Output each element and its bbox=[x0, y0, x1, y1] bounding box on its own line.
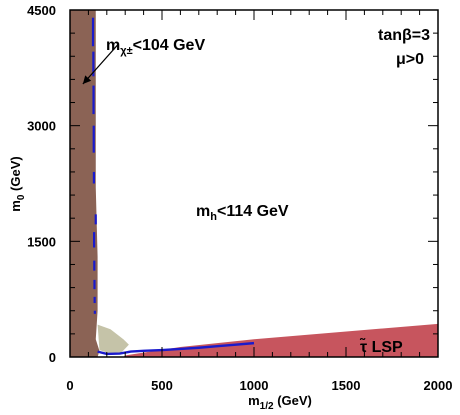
region-stau-lsp bbox=[123, 323, 439, 357]
y-tick-label: 4500 bbox=[27, 3, 56, 18]
mu-label: μ>0 bbox=[396, 51, 424, 68]
y-tick-label: 3000 bbox=[27, 119, 56, 134]
x-tick-label: 500 bbox=[151, 378, 173, 393]
x-axis-title: m1/2 (GeV) bbox=[248, 393, 312, 412]
y-axis-title-sub: 0 bbox=[16, 194, 27, 200]
higgs-label-sub: h bbox=[210, 211, 217, 223]
chargino-label: mχ±<104 GeV bbox=[106, 37, 205, 57]
regions-layer bbox=[70, 10, 439, 357]
x-tick-label: 1500 bbox=[332, 378, 361, 393]
y-tick-label: 1500 bbox=[27, 234, 56, 249]
chargino-label-prefix: m bbox=[106, 37, 120, 54]
stau-label-suffix: LSP bbox=[367, 339, 403, 356]
x-axis-title-main: m bbox=[248, 393, 260, 408]
region-gray-excluded bbox=[97, 324, 129, 354]
y-tick-label: 0 bbox=[49, 350, 56, 365]
stau-symbol: τ̃ bbox=[359, 336, 367, 356]
region-chargino-excluded bbox=[70, 10, 100, 357]
higgs-label-prefix: m bbox=[196, 203, 210, 220]
higgs-label: mh<114 GeV bbox=[196, 203, 289, 223]
y-axis-title-unit: (GeV) bbox=[8, 156, 23, 194]
x-tick-label: 2000 bbox=[424, 378, 453, 393]
tanbeta-label: tanβ=3 bbox=[378, 27, 430, 44]
x-axis-title-sub: 1/2 bbox=[260, 401, 274, 412]
chargino-arrow-layer bbox=[82, 44, 119, 85]
y-axis-title: m0 (GeV) bbox=[8, 156, 27, 211]
chargino-arrow-line bbox=[82, 44, 119, 85]
chargino-label-suffix: <104 GeV bbox=[133, 37, 206, 54]
chargino-label-sub: χ± bbox=[120, 45, 132, 57]
x-tick-label: 0 bbox=[66, 378, 73, 393]
ticks-layer: 0 500 1000 1500 2000 0 1500 3000 4500 bbox=[27, 3, 452, 393]
higgs-label-suffix: <114 GeV bbox=[217, 203, 289, 220]
x-axis-title-unit: (GeV) bbox=[274, 393, 312, 408]
y-axis-title-main: m bbox=[8, 200, 23, 212]
stau-lsp-label: τ̃ LSP bbox=[359, 336, 403, 356]
chargino-arrow-head bbox=[82, 75, 92, 85]
x-tick-label: 1000 bbox=[240, 378, 269, 393]
